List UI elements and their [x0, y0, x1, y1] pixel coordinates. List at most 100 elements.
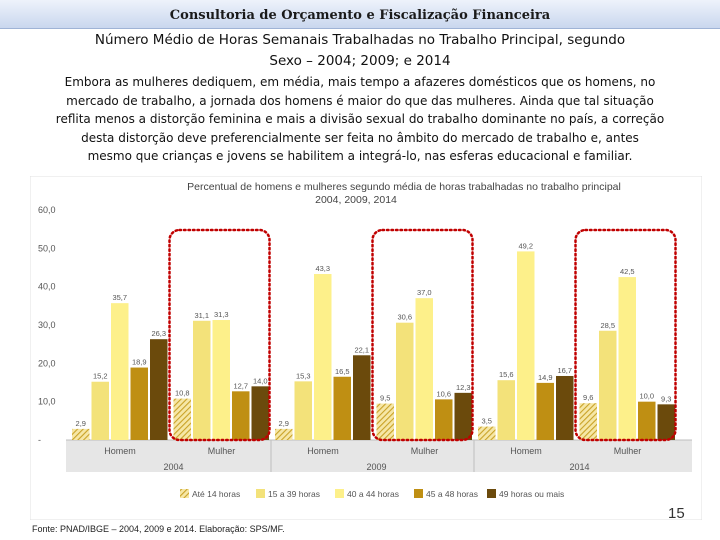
bar-value-label: 28,5: [600, 321, 615, 330]
legend-swatch: [335, 489, 344, 498]
bar-value-label: 15,2: [93, 372, 108, 381]
body-line: mercado de trabalho, a jornada dos homen…: [66, 93, 654, 108]
bar-value-label: 35,7: [112, 293, 127, 302]
bar: [72, 428, 90, 440]
legend-label: 40 a 44 horas: [347, 489, 399, 499]
chart-title-line-2: 2004, 2009, 2014: [315, 194, 397, 206]
bar: [251, 386, 269, 440]
bar-value-label: 14,9: [538, 373, 553, 382]
bar-value-label: 12,7: [233, 381, 248, 390]
body-line: reflita menos a distorção feminina e mai…: [55, 112, 665, 126]
y-tick-label: 60,0: [38, 205, 56, 215]
y-tick-label: 30,0: [38, 320, 56, 330]
category-label: Mulher: [208, 446, 236, 456]
bar-value-label: 9,3: [661, 394, 671, 403]
category-label: Mulher: [411, 446, 439, 456]
bar-value-label: 15,6: [499, 370, 514, 379]
bar: [435, 399, 453, 440]
category-label: Homem: [510, 446, 542, 456]
bar: [415, 298, 433, 440]
highlight-box: [371, 228, 474, 442]
bar: [454, 392, 472, 440]
bar-value-label: 26,3: [151, 329, 166, 338]
header-title: Consultoria de Orçamento e Fiscalização …: [169, 8, 551, 23]
bar: [212, 320, 230, 440]
bar: [536, 382, 554, 440]
bar-value-label: 10,6: [436, 389, 451, 398]
legend-label: 49 horas ou mais: [499, 489, 564, 499]
bar-chart: Percentual de homens e mulheres segundo …: [29, 175, 703, 521]
bar-value-label: 2,9: [76, 419, 86, 428]
bar: [376, 403, 394, 440]
bar-value-label: 12,3: [456, 383, 471, 392]
y-tick-label: 50,0: [38, 243, 56, 253]
year-label: 2004: [163, 462, 183, 472]
bar-value-label: 22,1: [354, 345, 369, 354]
body-line: mesmo que crianças e jovens se habilitem…: [87, 149, 633, 163]
bar: [130, 367, 148, 440]
bar-value-label: 15,3: [296, 371, 311, 380]
category-label: Homem: [104, 446, 136, 456]
year-label: 2014: [569, 462, 589, 472]
bar-value-label: 43,3: [315, 264, 330, 273]
body-line: Embora as mulheres dediquem, em média, m…: [64, 75, 656, 89]
bar: [91, 381, 109, 440]
bar-value-label: 42,5: [620, 267, 635, 276]
bar: [556, 375, 574, 440]
y-tick-label: 40,0: [38, 282, 56, 292]
bar-value-label: 16,7: [557, 366, 572, 375]
y-tick-label: -: [38, 435, 41, 445]
bar-value-label: 9,6: [583, 393, 593, 402]
bar: [150, 339, 168, 440]
bar: [497, 380, 515, 440]
year-label: 2009: [366, 462, 386, 472]
bar-value-label: 18,9: [132, 358, 147, 367]
x-axis-band: [66, 440, 692, 472]
bar-value-label: 37,0: [417, 288, 432, 297]
page-number: 15: [668, 505, 685, 522]
subtitle-line-2: Sexo – 2004; 2009; e 2014: [269, 53, 451, 69]
bar-value-label: 14,0: [253, 376, 268, 385]
legend-swatch: [180, 489, 189, 498]
bar: [638, 401, 656, 440]
bar: [333, 376, 351, 440]
bar: [111, 303, 129, 440]
highlight-box: [168, 228, 271, 442]
bar-value-label: 31,1: [194, 311, 209, 320]
bar-value-label: 10,0: [639, 392, 654, 401]
source-note: Fonte: PNAD/IBGE – 2004, 2009 e 2014. El…: [32, 524, 285, 534]
bar: [294, 381, 312, 440]
category-label: Homem: [307, 446, 339, 456]
legend-label: 15 a 39 horas: [268, 489, 320, 499]
bar-value-label: 9,5: [380, 394, 390, 403]
subtitle-line-1: Número Médio de Horas Semanais Trabalhad…: [94, 32, 626, 48]
chart-title-line-1: Percentual de homens e mulheres segundo …: [187, 181, 621, 193]
legend-swatch: [487, 489, 496, 498]
legend-swatch: [414, 489, 423, 498]
bar-value-label: 16,5: [335, 367, 350, 376]
bar-value-label: 30,6: [397, 313, 412, 322]
bar-value-label: 49,2: [518, 241, 533, 250]
y-tick-label: 20,0: [38, 358, 56, 368]
legend-label: 45 a 48 horas: [426, 489, 478, 499]
body-paragraph: Embora as mulheres dediquem, em média, m…: [28, 73, 692, 166]
bar: [314, 274, 332, 440]
bar: [193, 320, 211, 440]
body-line: desta distorção deve preferencialmente s…: [81, 130, 639, 145]
bar: [232, 391, 250, 440]
bar: [353, 355, 371, 440]
y-tick-label: 10,0: [38, 397, 56, 407]
bar: [173, 398, 191, 440]
bar: [478, 426, 496, 440]
bar-value-label: 10,8: [175, 389, 190, 398]
highlight-box: [574, 228, 677, 442]
bar-value-label: 2,9: [279, 419, 289, 428]
bar: [517, 251, 535, 440]
bar: [579, 403, 597, 440]
bar-value-label: 3,5: [482, 417, 492, 426]
bar: [599, 330, 617, 440]
bar-value-label: 31,3: [214, 310, 229, 319]
category-label: Mulher: [614, 446, 642, 456]
chart-image: Percentual de homens e mulheres segundo …: [29, 175, 703, 521]
bar: [618, 277, 636, 440]
